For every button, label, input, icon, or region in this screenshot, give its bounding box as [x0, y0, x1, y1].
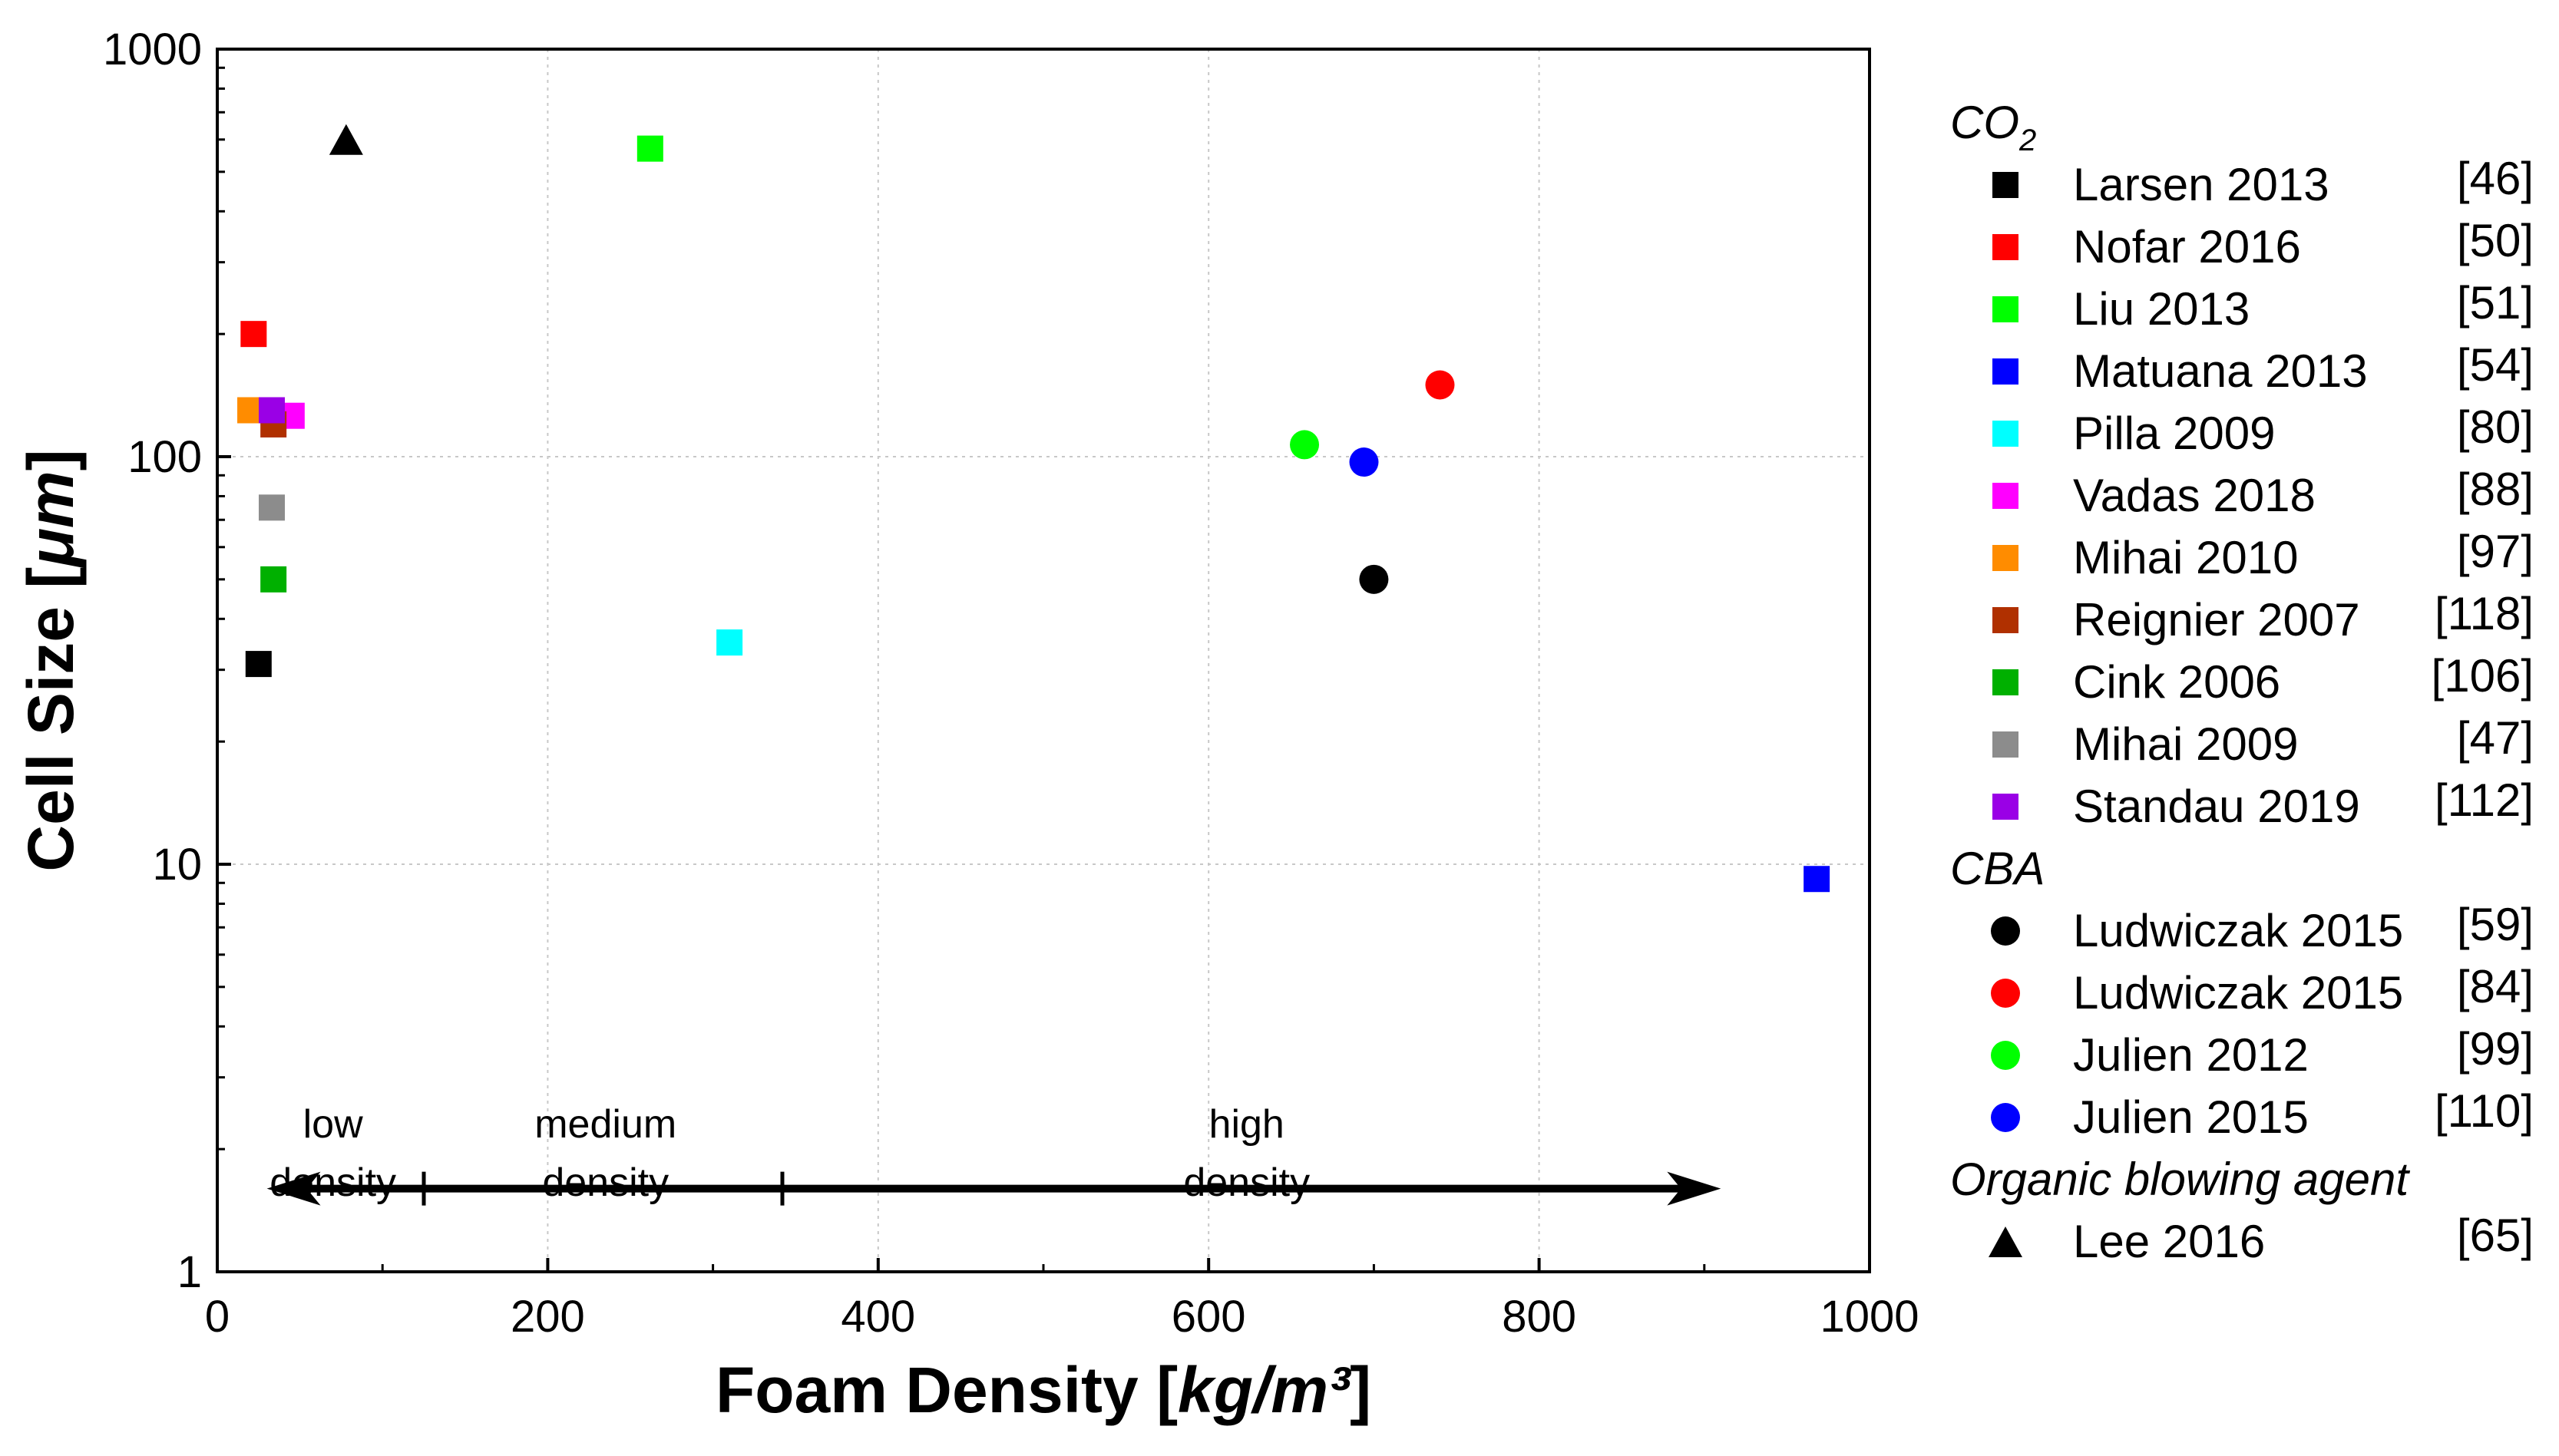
- legend-label: Vadas 2018: [2073, 470, 2316, 521]
- data-point: [260, 566, 287, 593]
- legend-marker: [1992, 731, 2018, 758]
- data-point: [329, 124, 363, 155]
- x-axis-title: Foam Density [kg/m³]: [716, 1354, 1371, 1426]
- data-point: [1359, 564, 1389, 594]
- legend-group-heading: CBA: [1950, 843, 2045, 894]
- data-point: [716, 629, 743, 656]
- legend-reference: [47]: [2457, 712, 2534, 764]
- data-point: [259, 397, 286, 424]
- legend-marker: [1991, 1103, 2020, 1132]
- legend-label: Standau 2019: [2073, 781, 2360, 832]
- data-point: [259, 494, 286, 521]
- legend-reference: [97]: [2457, 526, 2534, 577]
- legend-label: Larsen 2013: [2073, 159, 2329, 210]
- legend-marker: [1992, 421, 2018, 447]
- data-point: [1349, 447, 1379, 477]
- data-point: [1804, 866, 1830, 893]
- density-label: low: [303, 1102, 363, 1147]
- y-tick-label: 10: [152, 840, 202, 890]
- legend-marker: [1991, 916, 2020, 946]
- legend-marker: [1992, 358, 2018, 385]
- data-point: [245, 651, 272, 678]
- density-arrow-left-head: [266, 1171, 321, 1206]
- legend-label: Julien 2012: [2073, 1029, 2309, 1081]
- legend-reference: [118]: [2435, 588, 2534, 639]
- density-label: density: [542, 1161, 669, 1205]
- legend-reference: [54]: [2457, 339, 2534, 391]
- legend-label: Pilla 2009: [2073, 408, 2276, 459]
- legend-reference: [88]: [2457, 464, 2534, 515]
- grid-lines: [217, 49, 1870, 1272]
- legend-marker: [1992, 172, 2018, 198]
- density-label: high: [1209, 1102, 1284, 1147]
- legend-reference: [99]: [2457, 1023, 2534, 1075]
- legend-label: Ludwiczak 2015: [2073, 905, 2403, 956]
- legend-marker: [1992, 483, 2018, 509]
- legend-label: Lee 2016: [2073, 1216, 2265, 1267]
- legend-reference: [80]: [2457, 401, 2534, 453]
- x-tick-label: 800: [1502, 1292, 1576, 1342]
- legend-label: Matuana 2013: [2073, 345, 2368, 397]
- legend-label: Cink 2006: [2073, 656, 2280, 708]
- legend-marker: [1992, 607, 2018, 633]
- legend-group-heading: Organic blowing agent: [1950, 1154, 2410, 1205]
- legend-marker: [1992, 669, 2018, 695]
- x-tick-label: 0: [205, 1292, 230, 1342]
- x-tick-label: 1000: [1820, 1292, 1919, 1342]
- legend: CO2 Larsen 2013 [46] Nofar 2016 [50] Liu 2013…: [1950, 97, 2534, 1267]
- legend-label: Nofar 2016: [2073, 221, 2301, 272]
- y-tick-label: 1: [177, 1247, 202, 1297]
- legend-marker: [1991, 979, 2020, 1008]
- legend-reference: [110]: [2435, 1085, 2534, 1137]
- legend-reference: [84]: [2457, 961, 2534, 1012]
- legend-label: Liu 2013: [2073, 283, 2250, 335]
- x-tick-label: 200: [511, 1292, 585, 1342]
- legend-reference: [51]: [2457, 277, 2534, 329]
- legend-marker: [1992, 545, 2018, 571]
- y-tick-label: 100: [127, 432, 202, 482]
- legend-label: Mihai 2010: [2073, 532, 2299, 583]
- legend-reference: [46]: [2457, 153, 2534, 204]
- axis-ticks: 0 200 400 600 800 1000 1 10 100 1000: [103, 25, 1919, 1342]
- density-label: medium: [534, 1102, 676, 1147]
- legend-reference: [50]: [2457, 215, 2534, 266]
- legend-marker: [1992, 234, 2018, 260]
- data-marks: [237, 124, 1830, 893]
- data-point: [1425, 370, 1455, 400]
- legend-reference: [106]: [2432, 650, 2534, 702]
- legend-reference: [59]: [2457, 899, 2534, 950]
- legend-label: Ludwiczak 2015: [2073, 967, 2403, 1019]
- legend-reference: [65]: [2457, 1210, 2534, 1261]
- legend-label: Mihai 2009: [2073, 718, 2299, 770]
- density-label: density: [1183, 1161, 1310, 1205]
- legend-marker: [1992, 794, 2018, 820]
- y-axis-title: Cell Size [μm]: [15, 449, 87, 871]
- y-tick-label: 1000: [103, 25, 202, 74]
- legend-marker: [1991, 1041, 2020, 1070]
- data-point: [240, 321, 267, 348]
- legend-marker: [1989, 1227, 2022, 1257]
- legend-label: Julien 2015: [2073, 1091, 2309, 1143]
- legend-group-heading: CO2: [1950, 97, 2036, 157]
- data-point: [1290, 430, 1320, 460]
- plot-area-frame: [216, 48, 1871, 1273]
- legend-marker: [1992, 296, 2018, 322]
- x-tick-label: 400: [841, 1292, 915, 1342]
- density-arrow-right-head: [1667, 1171, 1721, 1206]
- legend-label: Reignier 2007: [2073, 594, 2360, 645]
- data-point: [636, 135, 663, 162]
- x-tick-label: 600: [1172, 1292, 1246, 1342]
- legend-reference: [112]: [2435, 774, 2534, 826]
